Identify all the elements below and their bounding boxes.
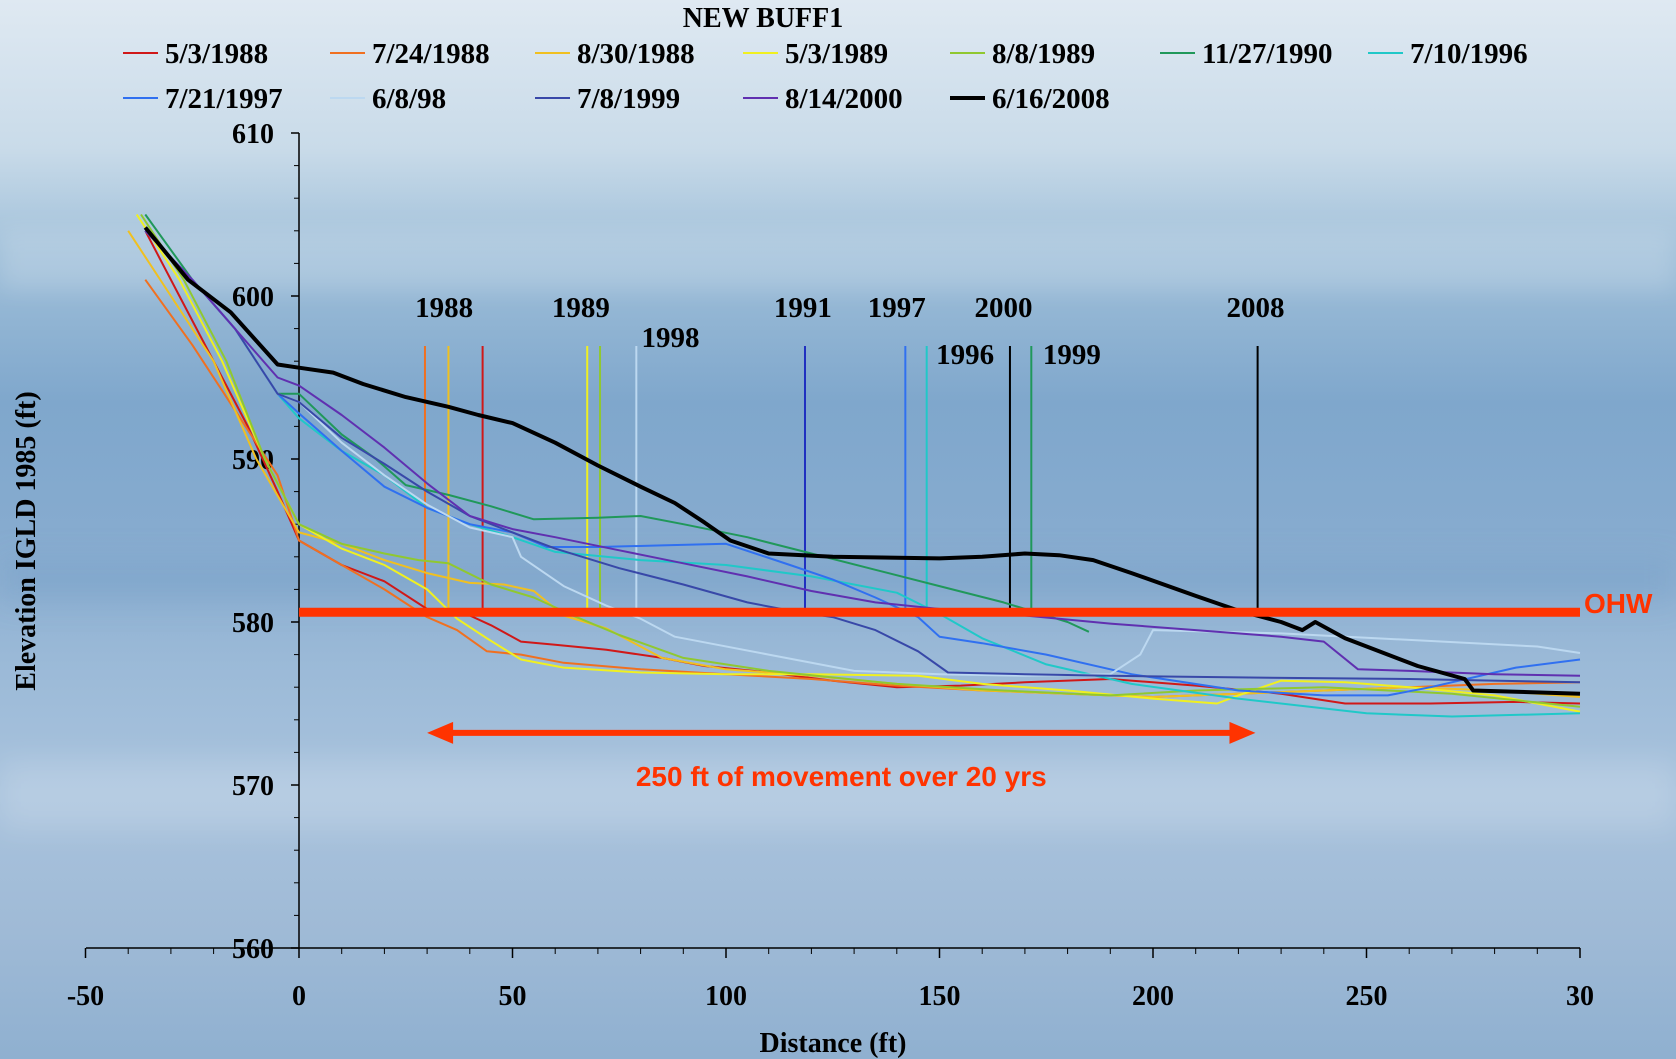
y-tick-label: 560 xyxy=(232,934,274,965)
series-line xyxy=(144,279,1581,698)
legend-label: 7/8/1999 xyxy=(577,83,680,115)
y-axis-title: Elevation IGLD 1985 (ft) xyxy=(11,391,42,690)
year-marker-lines xyxy=(423,346,1259,613)
legend-label: 8/30/1988 xyxy=(577,38,695,70)
year-marker-label: 1997 xyxy=(868,292,926,324)
legend-entry: 7/8/1999 xyxy=(535,83,680,115)
x-tick-label: 100 xyxy=(705,981,747,1012)
series-line xyxy=(144,213,1090,633)
legend-label: 11/27/1990 xyxy=(1202,38,1333,70)
series-line xyxy=(127,230,1581,698)
series-line xyxy=(144,230,1581,684)
movement-annotation: 250 ft of movement over 20 yrs xyxy=(427,721,1256,792)
series-line xyxy=(144,230,1581,718)
series-line xyxy=(140,213,1581,708)
legend-entry: 6/8/98 xyxy=(330,83,446,115)
year-marker-label: 1988 xyxy=(415,292,473,324)
ohw-annotation: OHW xyxy=(299,588,1653,619)
year-marker-label: 1998 xyxy=(641,322,699,354)
legend-label: 8/8/1989 xyxy=(992,38,1095,70)
legend-label: 6/8/98 xyxy=(372,83,446,115)
x-tick-label: 30 xyxy=(1566,981,1594,1012)
legend-entry: 5/3/1988 xyxy=(123,38,268,70)
year-marker-label: 1999 xyxy=(1043,339,1101,371)
y-tick-label: 580 xyxy=(232,608,274,639)
year-marker-label: 1989 xyxy=(552,292,610,324)
x-tick-label: 0 xyxy=(292,981,306,1012)
chart-title: NEW BUFF1 xyxy=(683,3,844,34)
movement-arrow-left-head xyxy=(427,721,454,744)
year-marker-label: 1991 xyxy=(774,292,832,324)
movement-arrow-right-head xyxy=(1229,721,1256,744)
legend-label: 5/3/1988 xyxy=(165,38,268,70)
x-tick-label: 200 xyxy=(1132,981,1174,1012)
y-tick-label: 610 xyxy=(232,119,274,150)
y-tick-label: 600 xyxy=(232,282,274,313)
legend-entry: 7/10/1996 xyxy=(1368,38,1528,70)
x-tick-label: -50 xyxy=(67,981,104,1012)
series-lines xyxy=(127,213,1581,718)
series-line xyxy=(144,230,1581,677)
legend-label: 5/3/1989 xyxy=(785,38,888,70)
year-marker-labels: 1988 1989 1998 1991 1997 1996 2000 1999 2008 xyxy=(415,292,1284,371)
year-marker-label: 2000 xyxy=(975,292,1033,324)
legend-entry: 6/16/2008 xyxy=(950,83,1110,115)
legend-label: 8/14/2000 xyxy=(785,83,903,115)
legend-entry: 5/3/1989 xyxy=(743,38,888,70)
legend-entry: 7/21/1997 xyxy=(123,83,283,115)
y-tick-label: 570 xyxy=(232,771,274,802)
x-tick-label: 50 xyxy=(499,981,527,1012)
ohw-label: OHW xyxy=(1584,588,1653,619)
legend-label: 7/10/1996 xyxy=(1410,38,1528,70)
x-tick-label: 150 xyxy=(919,981,961,1012)
legend-entry: 8/30/1988 xyxy=(535,38,695,70)
legend-entry: 8/14/2000 xyxy=(743,83,903,115)
legend: 5/3/1988 7/24/1988 8/30/1988 5/3/1989 8/8/19… xyxy=(123,38,1528,115)
x-tick-label: 250 xyxy=(1346,981,1388,1012)
series-line xyxy=(144,230,1581,697)
year-marker-label: 1996 xyxy=(936,339,994,371)
movement-label: 250 ft of movement over 20 yrs xyxy=(636,761,1047,792)
x-axis-title: Distance (ft) xyxy=(760,1028,907,1059)
legend-entry: 8/8/1989 xyxy=(950,38,1095,70)
legend-label: 7/21/1997 xyxy=(165,83,283,115)
legend-entry: 7/24/1988 xyxy=(330,38,490,70)
legend-label: 6/16/2008 xyxy=(992,83,1110,115)
year-marker-label: 2008 xyxy=(1226,292,1284,324)
legend-label: 7/24/1988 xyxy=(372,38,490,70)
legend-entry: 11/27/1990 xyxy=(1160,38,1333,70)
series-line xyxy=(143,226,1581,696)
